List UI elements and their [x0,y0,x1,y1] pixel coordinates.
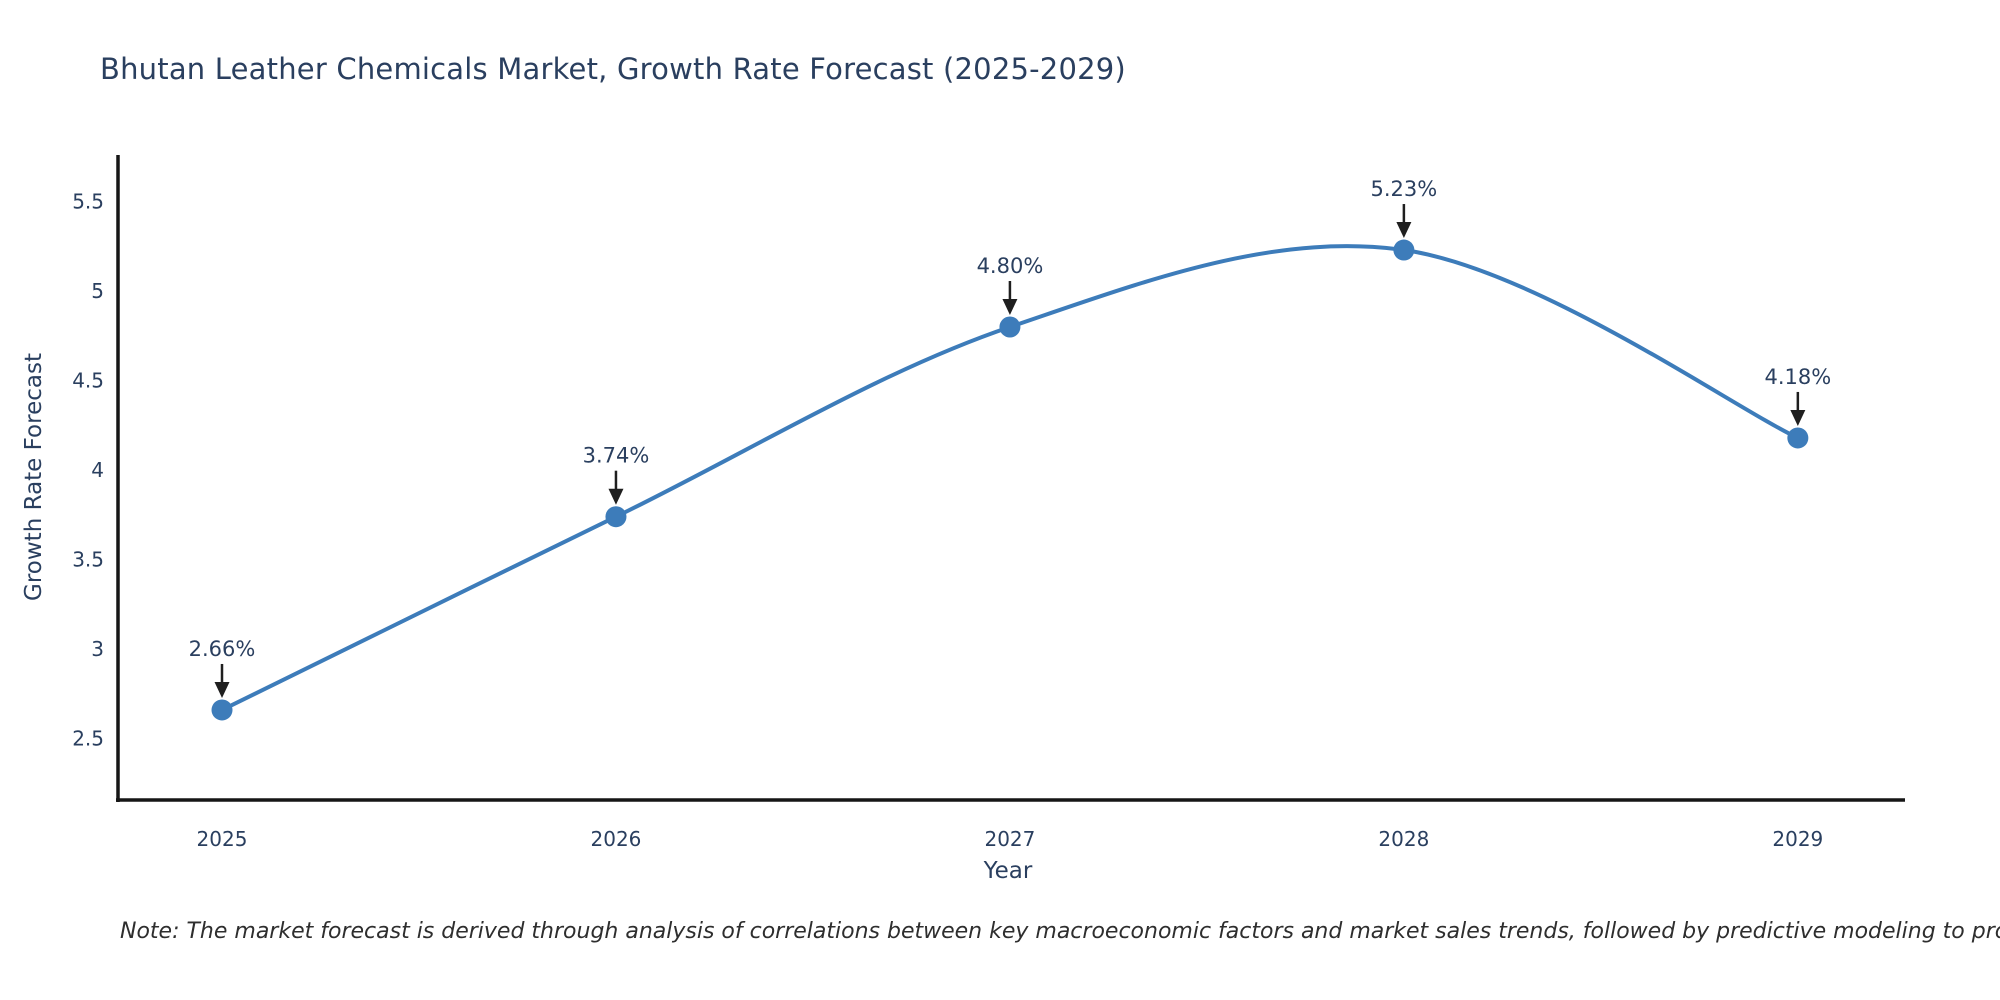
data-point-marker [605,506,627,528]
x-tick-label: 2025 [197,827,248,851]
x-tick-label: 2026 [591,827,642,851]
x-tick-label: 2029 [1772,827,1823,851]
point-annotation: 4.18% [1764,365,1831,389]
data-point-marker [1393,239,1415,261]
point-annotation: 4.80% [977,254,1044,278]
point-annotation: 5.23% [1371,177,1438,201]
x-tick-label: 2028 [1378,827,1429,851]
y-tick-label: 4 [91,458,104,482]
y-tick-label: 5.5 [72,190,104,214]
y-tick-label: 4.5 [72,369,104,393]
data-point-marker [1787,427,1809,449]
x-axis-title: Year [983,858,1033,884]
y-tick-label: 2.5 [72,727,104,751]
annotation-arrow-head [214,681,230,698]
footnote: Note: The market forecast is derived thr… [120,919,2000,944]
annotation-arrow-head [1396,222,1412,239]
y-tick-label: 3.5 [72,548,104,572]
forecast-line [220,244,1800,712]
point-annotation: 2.66% [189,637,256,661]
annotation-arrow-head [608,488,624,505]
x-tick-label: 2027 [984,827,1035,851]
y-tick-label: 3 [91,637,104,661]
annotation-arrow-head [1002,298,1018,315]
annotation-arrow-head [1790,409,1806,426]
data-point-marker [999,316,1021,338]
data-point-marker [211,699,233,721]
chart-title: Bhutan Leather Chemicals Market, Growth … [100,52,1126,86]
y-tick-label: 5 [91,279,104,303]
point-annotation: 3.74% [583,444,650,468]
